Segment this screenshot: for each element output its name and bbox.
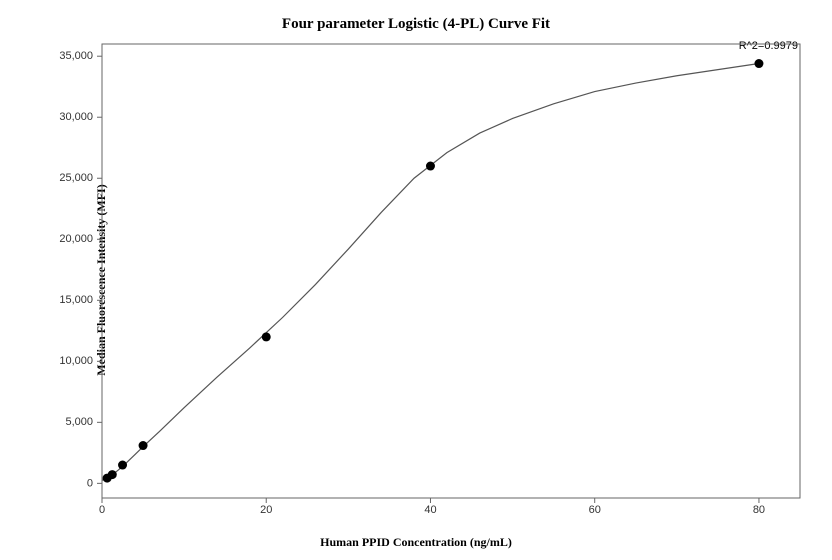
y-tick-label: 5,000 <box>65 416 93 428</box>
x-tick-label: 40 <box>424 504 436 516</box>
data-point <box>754 59 763 68</box>
plot-border <box>102 44 800 498</box>
y-tick-label: 35,000 <box>59 50 93 62</box>
y-tick-label: 10,000 <box>59 355 93 367</box>
data-point <box>118 461 127 470</box>
data-point <box>262 332 271 341</box>
y-tick-label: 30,000 <box>59 111 93 123</box>
data-point <box>108 470 117 479</box>
y-tick-label: 25,000 <box>59 172 93 184</box>
data-point <box>139 441 148 450</box>
x-tick-label: 60 <box>589 504 601 516</box>
x-tick-label: 0 <box>99 504 105 516</box>
y-tick-label: 0 <box>87 477 93 489</box>
chart-svg: 0 5,000 10,000 15,000 20,000 25,000 30,000 35,0… <box>0 0 832 560</box>
x-tick-label: 80 <box>753 504 765 516</box>
fit-curve <box>102 64 759 481</box>
data-point <box>426 162 435 171</box>
y-tick-label: 20,000 <box>59 233 93 245</box>
x-tick-label: 20 <box>260 504 272 516</box>
chart-container: Four parameter Logistic (4-PL) Curve Fit… <box>0 0 832 560</box>
y-tick-label: 15,000 <box>59 294 93 306</box>
